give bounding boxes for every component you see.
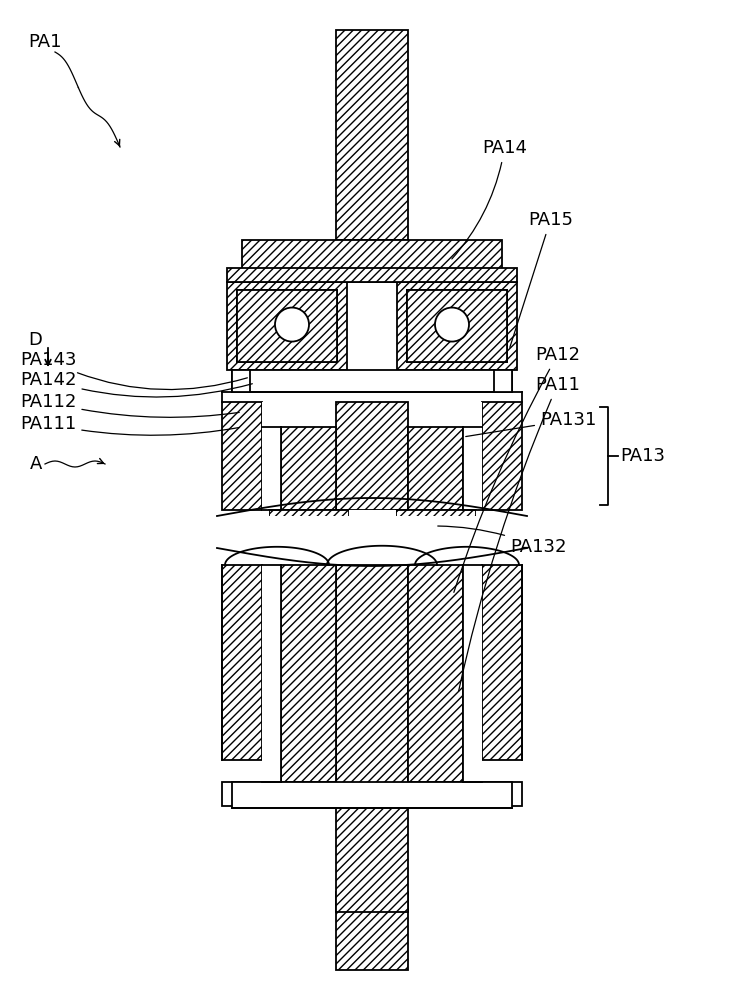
Bar xyxy=(227,268,517,282)
Bar xyxy=(408,427,463,510)
Bar xyxy=(349,510,396,542)
Bar xyxy=(482,402,522,510)
Text: PA13: PA13 xyxy=(620,447,665,465)
Text: PA143: PA143 xyxy=(20,351,247,390)
Bar xyxy=(336,402,408,510)
Text: PA112: PA112 xyxy=(20,393,239,417)
Bar xyxy=(232,370,512,392)
Text: PA15: PA15 xyxy=(510,211,573,347)
Text: PA11: PA11 xyxy=(459,376,580,691)
Bar xyxy=(396,510,476,542)
Text: PA14: PA14 xyxy=(452,139,527,259)
Bar xyxy=(222,782,274,806)
Bar xyxy=(269,510,349,542)
Bar xyxy=(232,782,512,808)
Circle shape xyxy=(435,308,469,342)
Bar xyxy=(407,290,507,362)
Text: PA131: PA131 xyxy=(466,411,597,437)
Bar xyxy=(336,565,408,912)
Text: A: A xyxy=(30,455,42,473)
Bar xyxy=(232,370,250,392)
Bar xyxy=(262,510,269,542)
Bar xyxy=(222,565,262,760)
Bar xyxy=(237,290,337,362)
Bar xyxy=(262,402,482,510)
Bar xyxy=(262,427,281,510)
Bar xyxy=(237,290,337,362)
Text: PA142: PA142 xyxy=(20,371,253,397)
Bar xyxy=(482,565,522,760)
Bar xyxy=(217,516,527,548)
Text: PA1: PA1 xyxy=(28,33,62,51)
Text: PA132: PA132 xyxy=(438,526,566,556)
Bar xyxy=(222,402,262,510)
Text: PA12: PA12 xyxy=(454,346,580,592)
Bar xyxy=(336,892,408,970)
Bar xyxy=(476,510,482,542)
Bar xyxy=(336,30,408,240)
Bar xyxy=(242,240,502,282)
Bar xyxy=(463,427,482,510)
Bar xyxy=(407,290,507,362)
Bar xyxy=(281,565,336,782)
Bar xyxy=(408,565,463,782)
Bar xyxy=(262,565,281,782)
Bar xyxy=(470,782,522,806)
Bar xyxy=(397,282,517,370)
Text: D: D xyxy=(28,331,42,349)
Bar xyxy=(281,427,336,510)
Circle shape xyxy=(275,308,309,342)
Bar xyxy=(227,282,347,370)
Text: PA111: PA111 xyxy=(20,415,239,435)
Bar xyxy=(463,565,482,782)
Bar xyxy=(494,370,512,392)
